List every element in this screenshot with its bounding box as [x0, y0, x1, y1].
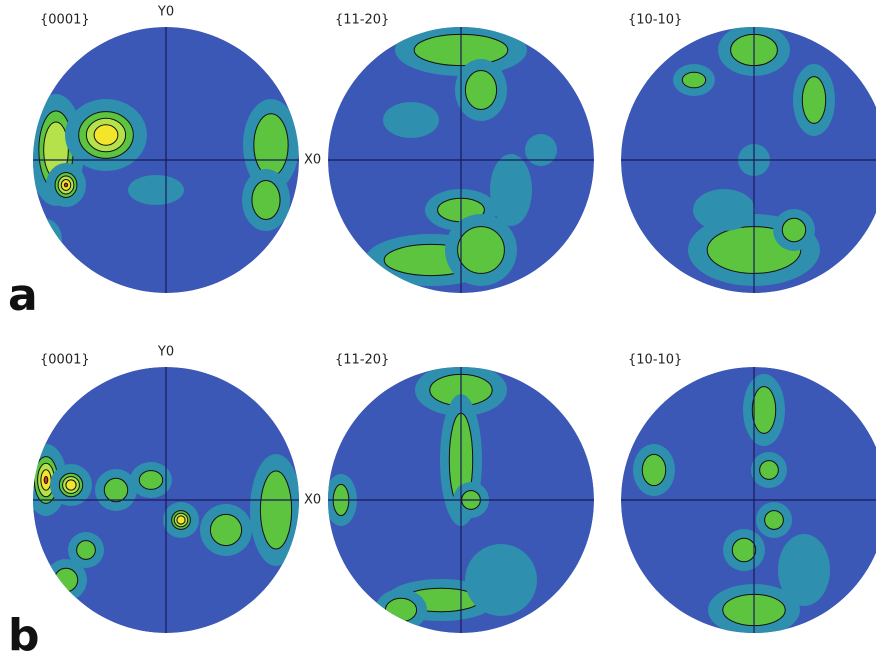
density-contour [490, 154, 532, 226]
density-contour [65, 479, 77, 491]
density-contour [253, 113, 289, 177]
density-contour [76, 540, 96, 560]
pole-figure [33, 367, 299, 633]
axis-label: X0 [304, 153, 321, 168]
density-contour [259, 470, 293, 550]
density-contour [778, 534, 830, 606]
density-contour [43, 475, 49, 485]
density-contour [759, 460, 779, 480]
panel-title: {0001} [40, 353, 90, 368]
density-contour [801, 76, 827, 124]
density-contour [764, 510, 784, 530]
panel-title: {11-20} [335, 13, 389, 28]
pole-figure [33, 27, 299, 293]
density-contour [383, 102, 439, 138]
density-contour [751, 386, 777, 434]
density-contour [251, 180, 281, 220]
density-contour [693, 189, 755, 231]
panel-title: {10-10} [628, 13, 682, 28]
density-contour [63, 182, 69, 188]
density-contour [53, 567, 79, 593]
axis-label: Y0 [157, 345, 174, 360]
density-contour [33, 219, 62, 261]
density-contour [731, 537, 757, 563]
axis-label: Y0 [157, 5, 174, 20]
panel-title: {11-20} [335, 353, 389, 368]
pole-figure [328, 367, 594, 633]
density-contour [384, 597, 418, 623]
axis-label: X0 [304, 493, 321, 508]
row-label: b [8, 610, 40, 653]
pole-figure [328, 27, 594, 293]
density-contour [103, 477, 129, 503]
density-contour [465, 544, 537, 616]
density-contour [128, 175, 184, 205]
panel-title: {10-10} [628, 353, 682, 368]
row-label: a [8, 270, 38, 321]
pole-figure [621, 367, 876, 633]
density-contour [457, 226, 505, 274]
density-contour [525, 134, 557, 166]
density-contour [93, 124, 119, 146]
density-contour [464, 70, 498, 110]
density-contour [176, 515, 186, 525]
panel-title: {0001} [40, 13, 90, 28]
density-contour [781, 217, 807, 243]
density-contour [209, 513, 243, 547]
density-contour [681, 71, 707, 89]
density-contour [138, 470, 164, 490]
pole-figure [621, 27, 876, 293]
density-contour [641, 453, 667, 487]
